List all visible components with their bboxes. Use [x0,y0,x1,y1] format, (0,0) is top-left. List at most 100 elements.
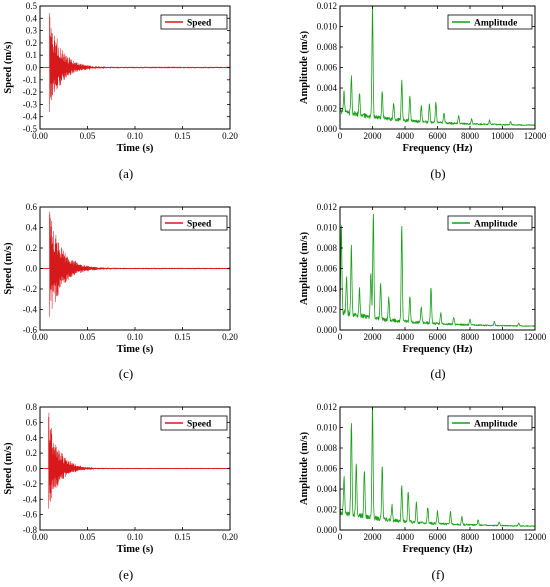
y-tick-label-a: 0.5 [26,1,38,11]
y-tick-label-e: -0.8 [23,525,38,535]
y-tick-label-c: 0.4 [26,223,38,233]
x-tick-label-b: 8000 [461,131,480,141]
legend-label-d: Amplitude [474,220,517,230]
x-axis-label-e: Time (s) [117,544,154,555]
y-tick-label-e: 0.2 [26,448,37,458]
y-tick-label-b: 0.008 [317,42,338,52]
x-tick-label-a: 0.00 [32,131,48,141]
y-tick-label-b: 0.012 [317,1,337,11]
x-tick-label-d: 6000 [429,332,448,342]
x-tick-label-b: 6000 [429,131,448,141]
y-tick-label-d: 0.000 [317,325,338,335]
legend-box-b [447,14,533,30]
y-tick-label-f: 0.012 [317,402,337,412]
y-tick-label-f: 0.002 [317,505,337,515]
chart-e: 0.00 0.05 0.10 0.15 0.20 -0.8 -0.6 -0.4 -0.2 0.0 0… [3,402,238,555]
y-tick-label-c: -0.4 [23,305,38,315]
chart-b: 0 2000 4000 6000 8000 10000 12000 0.000 0.002 0.0… [299,1,547,154]
caption-e: (e) [118,567,134,582]
legend-b: Amplitude [447,14,533,30]
data-line-d [339,213,536,327]
y-tick-label-f: 0.008 [317,443,338,453]
caption-d: (d) [430,366,446,381]
x-tick-label-e: 0.05 [80,532,96,542]
y-tick-label-e: -0.6 [23,510,38,520]
y-tick-label-a: -0.1 [23,75,37,85]
x-axis-label-c: Time (s) [117,344,154,355]
x-tick-label-f: 10000 [491,532,514,542]
x-tick-label-c: 0.15 [175,332,191,342]
legend-a: Speed [160,14,228,30]
x-axis-label-d: Frequency (Hz) [402,344,473,355]
y-tick-label-d: 0.008 [317,243,338,253]
y-tick-label-a: -0.2 [23,87,37,97]
y-tick-label-a: 0.4 [26,13,38,23]
legend-box-d [447,215,533,231]
x-tick-label-c: 0.20 [222,332,238,342]
x-tick-label-b: 2000 [364,131,383,141]
y-axis-label-b: Amplitude (m/s) [299,30,310,104]
legend-f: Amplitude [447,415,533,431]
y-tick-label-b: 0.002 [317,104,337,114]
y-tick-label-a: 0.0 [26,63,38,73]
y-tick-label-d: 0.002 [317,305,337,315]
x-tick-label-d: 0 [338,332,343,342]
y-tick-label-d: 0.006 [317,264,338,274]
y-tick-label-b: 0.004 [317,83,338,93]
x-tick-label-f: 6000 [429,532,448,542]
x-tick-label-e: 0.00 [32,532,48,542]
y-tick-label-e: -0.4 [23,494,38,504]
x-tick-label-b: 10000 [491,131,514,141]
y-tick-label-d: 0.004 [317,284,338,294]
y-axis-label-c: Speed (m/s) [3,242,14,295]
y-tick-label-f: 0.004 [317,484,338,494]
x-tick-label-b: 12000 [524,131,547,141]
legend-label-a: Speed [187,19,212,29]
x-tick-label-d: 2000 [364,332,383,342]
y-axis-label-f: Amplitude (m/s) [299,431,310,505]
x-tick-label-e: 0.20 [222,532,238,542]
x-tick-label-a: 0.20 [222,131,238,141]
y-tick-label-f: 0.006 [317,464,338,474]
y-axis-label-d: Amplitude (m/s) [299,231,310,305]
y-tick-label-b: 0.000 [317,124,338,134]
y-tick-label-f: 0.000 [317,525,338,535]
x-tick-label-d: 4000 [396,332,415,342]
x-tick-label-a: 0.15 [175,131,191,141]
y-tick-label-e: 0.0 [26,464,38,474]
y-tick-label-c: 0.0 [26,264,38,274]
legend-d: Amplitude [447,215,533,231]
y-tick-label-a: -0.3 [23,99,38,109]
x-tick-label-e: 0.15 [175,532,191,542]
x-tick-label-f: 0 [338,532,343,542]
x-tick-label-f: 4000 [396,532,415,542]
x-tick-label-c: 0.10 [127,332,143,342]
x-tick-label-d: 8000 [461,332,480,342]
y-tick-label-e: -0.2 [23,479,37,489]
x-tick-label-d: 12000 [524,332,547,342]
y-tick-label-e: 0.4 [26,433,38,443]
chart-f: 0 2000 4000 6000 8000 10000 12000 0.000 0.002 0.0… [299,402,547,555]
x-tick-label-d: 10000 [491,332,514,342]
legend-e: Speed [160,415,228,431]
y-tick-label-a: -0.5 [23,124,38,134]
y-tick-label-f: 0.010 [317,423,338,433]
y-tick-label-c: 0.6 [26,202,38,212]
chart-a: 0.00 0.05 0.10 0.15 0.20 -0.5 -0.4 -0.3 -0.2 -0.1… [3,1,238,154]
y-tick-label-a: 0.2 [26,38,37,48]
y-tick-label-e: 0.8 [26,402,38,412]
y-tick-label-b: 0.006 [317,63,338,73]
caption-b: (b) [430,166,446,181]
x-tick-label-c: 0.00 [32,332,48,342]
y-axis-label-e: Speed (m/s) [3,442,14,495]
legend-box-e [160,415,228,431]
y-tick-label-a: 0.1 [26,50,37,60]
x-tick-label-c: 0.05 [80,332,96,342]
legend-label-f: Amplitude [474,420,517,430]
caption-a: (a) [118,166,134,181]
y-tick-label-a: 0.3 [26,26,38,36]
legend-box-a [160,14,228,30]
x-tick-label-b: 0 [338,131,343,141]
caption-f: (f) [431,567,445,582]
